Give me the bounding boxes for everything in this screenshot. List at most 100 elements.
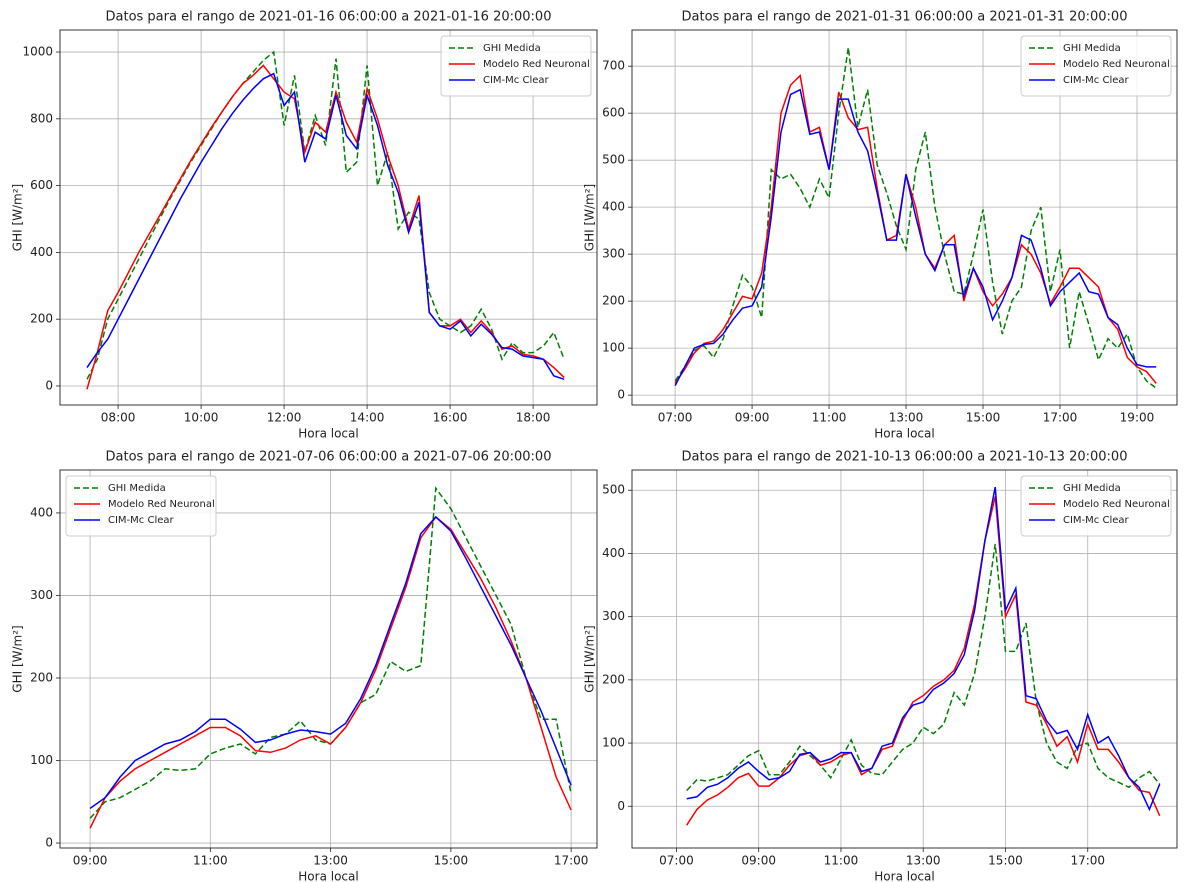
y-axis-label: GHI [W/m²] bbox=[583, 625, 597, 692]
legend: GHI Medida Modelo Red Neuronal CIM-Mc Clea… bbox=[65, 475, 217, 537]
y-tick-label: 200 bbox=[602, 672, 625, 686]
subplot: Datos para el rango de 2021-10-13 06:00:… bbox=[583, 450, 1178, 882]
y-tick-label: 800 bbox=[30, 111, 53, 125]
subplot: Datos para el rango de 2021-01-31 06:00:… bbox=[583, 10, 1178, 441]
plot-frame bbox=[59, 469, 598, 849]
y-tick-label: 400 bbox=[30, 245, 53, 259]
legend-box bbox=[65, 475, 217, 537]
y-tick-label: 100 bbox=[602, 341, 625, 355]
subplot: Datos para el rango de 2021-07-06 06:00:… bbox=[11, 450, 598, 882]
x-tick-label: 11:00 bbox=[812, 411, 847, 425]
legend: GHI Medida Modelo Red Neuronal CIM-Mc Clea… bbox=[1020, 35, 1172, 97]
x-axis-label: Hora local bbox=[298, 427, 358, 441]
chart-title: Datos para el rango de 2021-01-16 06:00:… bbox=[106, 10, 552, 25]
legend-label: Modelo Red Neuronal bbox=[483, 59, 590, 70]
x-tick-label: 14:00 bbox=[350, 411, 385, 425]
y-tick-label: 0 bbox=[617, 799, 625, 813]
x-tick-label: 16:00 bbox=[433, 411, 468, 425]
legend-box bbox=[1020, 475, 1172, 537]
y-tick-label: 700 bbox=[602, 59, 625, 73]
x-tick-label: 19:00 bbox=[1120, 411, 1155, 425]
x-tick-label: 15:00 bbox=[966, 411, 1001, 425]
legend-label: CIM-Mc Clear bbox=[483, 75, 550, 86]
legend-label: GHI Medida bbox=[1063, 483, 1121, 494]
legend-label: GHI Medida bbox=[1063, 43, 1121, 54]
x-tick-label: 10:00 bbox=[184, 411, 219, 425]
y-axis-label: GHI [W/m²] bbox=[583, 184, 597, 251]
x-tick-label: 17:00 bbox=[554, 854, 589, 868]
y-tick-label: 0 bbox=[45, 378, 53, 392]
x-tick-label: 17:00 bbox=[1043, 411, 1078, 425]
y-tick-label: 400 bbox=[602, 200, 625, 214]
y-tick-label: 300 bbox=[602, 247, 625, 261]
y-tick-label: 400 bbox=[30, 505, 53, 519]
legend-box bbox=[1020, 35, 1172, 97]
series-line bbox=[674, 74, 1157, 384]
legend: GHI Medida Modelo Red Neuronal CIM-Mc Clea… bbox=[440, 35, 592, 97]
x-tick-label: 09:00 bbox=[741, 854, 776, 868]
x-tick-label: 13:00 bbox=[906, 854, 941, 868]
chart-title: Datos para el rango de 2021-10-13 06:00:… bbox=[682, 450, 1128, 465]
x-tick-label: 12:00 bbox=[267, 411, 302, 425]
x-tick-label: 07:00 bbox=[659, 854, 694, 868]
x-tick-label: 11:00 bbox=[824, 854, 859, 868]
legend-label: CIM-Mc Clear bbox=[108, 515, 175, 526]
y-tick-label: 600 bbox=[30, 178, 53, 192]
y-tick-label: 500 bbox=[602, 153, 625, 167]
series-line bbox=[686, 543, 1161, 792]
x-tick-label: 09:00 bbox=[73, 854, 108, 868]
x-tick-label: 07:00 bbox=[658, 411, 693, 425]
x-tick-label: 15:00 bbox=[434, 854, 469, 868]
y-tick-label: 200 bbox=[30, 670, 53, 684]
series-line bbox=[86, 64, 565, 390]
legend-label: Modelo Red Neuronal bbox=[108, 499, 215, 510]
legend-label: Modelo Red Neuronal bbox=[1063, 59, 1170, 70]
y-tick-label: 1000 bbox=[22, 45, 53, 59]
subplot: Datos para el rango de 2021-01-16 06:00:… bbox=[11, 10, 598, 441]
legend-label: GHI Medida bbox=[108, 483, 166, 494]
series-line bbox=[86, 50, 565, 380]
legend-label: CIM-Mc Clear bbox=[1063, 515, 1130, 526]
y-tick-label: 300 bbox=[602, 609, 625, 623]
legend-label: CIM-Mc Clear bbox=[1063, 75, 1130, 86]
y-tick-label: 500 bbox=[602, 483, 625, 497]
chart-title: Datos para el rango de 2021-07-06 06:00:… bbox=[106, 450, 552, 465]
series-line bbox=[89, 515, 572, 810]
series-line bbox=[674, 47, 1157, 389]
y-tick-label: 400 bbox=[602, 546, 625, 560]
y-axis-label: GHI [W/m²] bbox=[11, 625, 25, 692]
series-line bbox=[674, 88, 1157, 387]
plot-frame bbox=[631, 469, 1178, 849]
x-tick-label: 09:00 bbox=[735, 411, 770, 425]
y-tick-label: 100 bbox=[602, 736, 625, 750]
legend: GHI Medida Modelo Red Neuronal CIM-Mc Clea… bbox=[1020, 475, 1172, 537]
y-tick-label: 0 bbox=[45, 836, 53, 850]
series-line bbox=[686, 486, 1161, 812]
x-axis-label: Hora local bbox=[874, 870, 934, 882]
x-tick-label: 15:00 bbox=[988, 854, 1023, 868]
series-line bbox=[686, 496, 1161, 826]
x-axis-label: Hora local bbox=[298, 870, 358, 882]
x-tick-label: 13:00 bbox=[313, 854, 348, 868]
y-tick-label: 0 bbox=[617, 388, 625, 402]
x-tick-label: 11:00 bbox=[193, 854, 228, 868]
series-line bbox=[86, 72, 565, 381]
x-tick-label: 17:00 bbox=[1070, 854, 1105, 868]
y-axis-label: GHI [W/m²] bbox=[11, 184, 25, 251]
plot-frame bbox=[59, 29, 598, 406]
x-tick-label: 13:00 bbox=[889, 411, 924, 425]
y-tick-label: 200 bbox=[602, 294, 625, 308]
series-line bbox=[89, 515, 572, 829]
legend-label: Modelo Red Neuronal bbox=[1063, 499, 1170, 510]
x-tick-label: 18:00 bbox=[516, 411, 551, 425]
x-axis-label: Hora local bbox=[874, 427, 934, 441]
legend-label: GHI Medida bbox=[483, 43, 541, 54]
y-tick-label: 100 bbox=[30, 753, 53, 767]
plot-frame bbox=[631, 29, 1178, 406]
chart-title: Datos para el rango de 2021-01-31 06:00:… bbox=[682, 10, 1128, 25]
y-tick-label: 600 bbox=[602, 106, 625, 120]
y-tick-label: 200 bbox=[30, 312, 53, 326]
y-tick-label: 300 bbox=[30, 588, 53, 602]
legend-box bbox=[440, 35, 592, 97]
